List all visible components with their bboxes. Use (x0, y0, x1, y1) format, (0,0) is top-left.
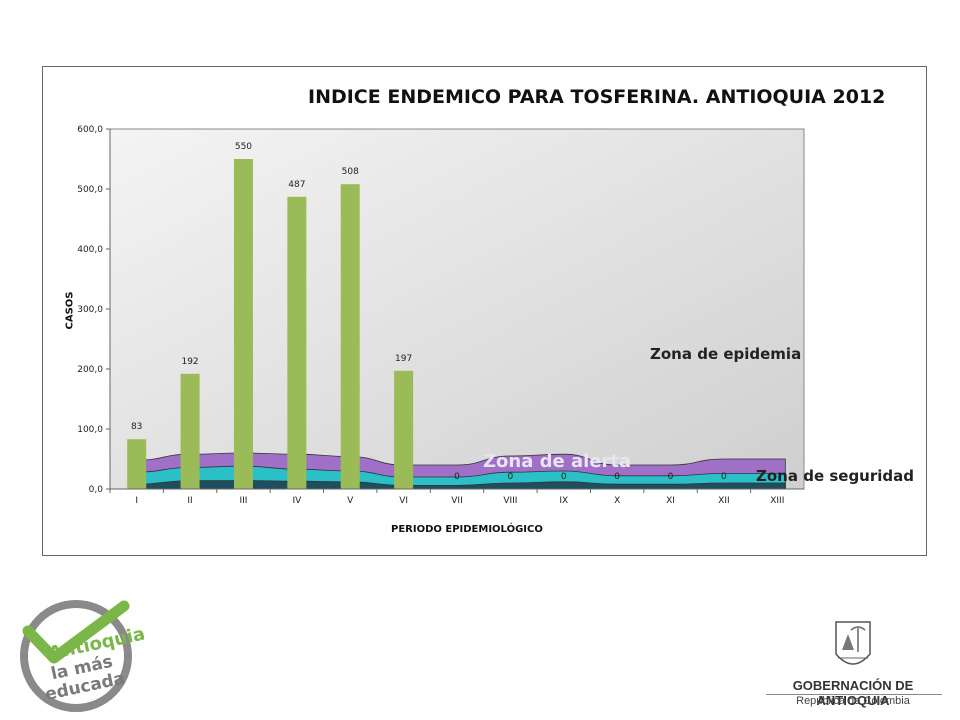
gobernacion-divider (766, 694, 942, 695)
bar (233, 159, 253, 489)
bar (127, 439, 147, 489)
bar-data-label: 0 (454, 472, 460, 482)
bar-data-label: 0 (508, 472, 514, 482)
chart-title: INDICE ENDEMICO PARA TOSFERINA. ANTIOQUI… (308, 86, 886, 108)
bar-data-label: 192 (181, 357, 198, 367)
y-tick-label: 600,0 (77, 125, 103, 135)
x-axis-title: PERIODO EPIDEMIOLÓGICO (391, 524, 543, 535)
x-tick-label: III (239, 496, 247, 506)
bar (340, 184, 360, 489)
y-tick-label: 500,0 (77, 185, 103, 195)
coat-of-arms-icon (835, 621, 871, 665)
x-tick-label: V (347, 496, 354, 506)
y-tick-label: 300,0 (77, 305, 103, 315)
x-tick-label: VIII (503, 496, 517, 506)
y-tick-label: 400,0 (77, 245, 103, 255)
bar-data-label: 0 (614, 472, 620, 482)
bar-data-label: 0 (721, 472, 727, 482)
x-tick-label: X (614, 496, 620, 506)
gobernacion-name: GOBERNACIÓN DE ANTIOQUIA (792, 678, 914, 708)
bar (394, 370, 414, 489)
x-tick-label: XII (718, 496, 729, 506)
x-tick-label: IV (292, 496, 302, 506)
chart-svg: 83 192 550 487 508 197 0 0 0 0 0 0 0,0 100,0 200,0 300… (77, 125, 805, 506)
y-axis-title: CASOS (64, 291, 76, 330)
chart-frame: 83 192 550 487 508 197 0 0 0 0 0 0 0,0 100,0 200,0 300… (42, 66, 927, 556)
gobernacion-logo: GOBERNACIÓN DE ANTIOQUIA República de Co… (758, 620, 948, 720)
plot-area (109, 128, 805, 490)
zone-seguridad-label: Zona de seguridad (756, 467, 914, 485)
x-tick-label: II (187, 496, 192, 506)
x-tick-label: XI (666, 496, 675, 506)
bar-data-label: 508 (342, 167, 359, 177)
x-tick-label: VII (451, 496, 462, 506)
y-tick-label: 0,0 (89, 485, 104, 495)
gobernacion-subtitle: República de Colombia (796, 695, 910, 707)
zone-epidemia-label: Zona de epidemia (650, 345, 802, 363)
bar (287, 196, 307, 490)
antioquia-logo: Antioquia la más educada (14, 596, 147, 720)
bar-data-label: 0 (668, 472, 674, 482)
bar-data-label: 550 (235, 142, 252, 152)
x-tick-label: VI (399, 496, 408, 506)
x-tick-label: XIII (770, 496, 784, 506)
bar-data-label: 197 (395, 354, 412, 364)
zone-alerta-label: Zona de alerta (483, 451, 632, 472)
bar-data-label: 0 (561, 472, 567, 482)
bar-data-label: 83 (131, 422, 142, 432)
bar-data-label: 487 (288, 180, 305, 190)
bar (180, 373, 200, 489)
y-tick-label: 100,0 (77, 425, 103, 435)
y-tick-label: 200,0 (77, 365, 103, 375)
x-tick-label: IX (559, 496, 568, 506)
x-tick-label: I (135, 496, 138, 506)
